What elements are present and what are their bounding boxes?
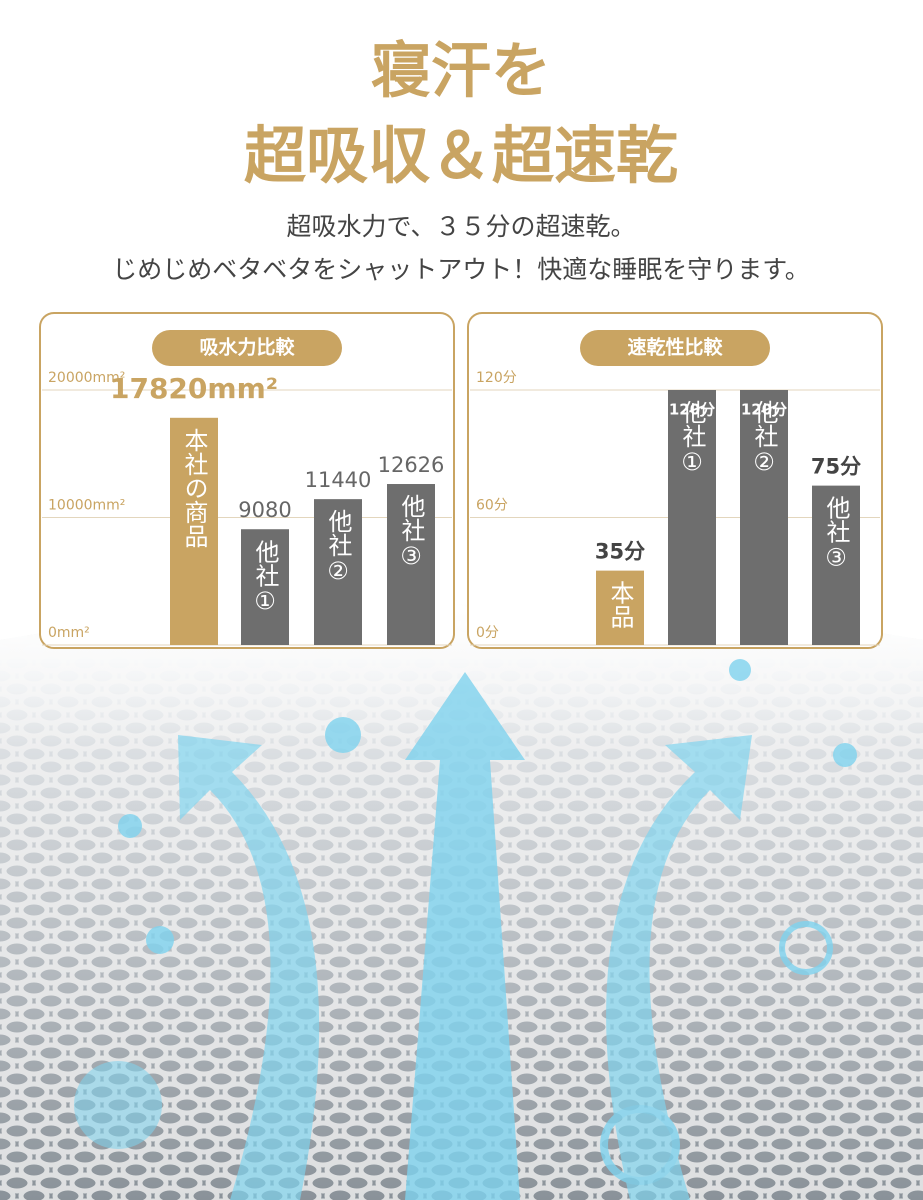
airflow-arrows xyxy=(74,659,857,1200)
bar xyxy=(241,529,289,645)
value-label: 75分 xyxy=(811,455,861,479)
category-label: 他社② xyxy=(324,509,352,585)
chart: 吸水力比較 0mm² 10000mm² 20000mm² 本社の商品 17820mm² 他社… xyxy=(39,312,455,649)
value-label: 120分 xyxy=(669,401,715,419)
chart-title-pill xyxy=(580,330,770,366)
category-label: 他社① xyxy=(678,400,706,476)
y-tick-label: 20000mm² xyxy=(48,370,125,386)
bar xyxy=(812,485,860,645)
category-label: 本品 xyxy=(606,581,634,629)
subtitle: じめじめベタベタをシャットアウト！快適な睡眠を守ります。 xyxy=(112,255,810,284)
subtitle: 超吸水力で、３５分の超速乾。 xyxy=(286,212,635,241)
y-tick-label: 120分 xyxy=(476,370,517,386)
bar xyxy=(740,390,788,645)
title-line: 寝汗を xyxy=(371,37,551,107)
category-label: 他社③ xyxy=(397,494,425,570)
chart-title: 速乾性比較 xyxy=(627,336,723,359)
value-label: 35分 xyxy=(595,540,645,564)
chart-title: 吸水力比較 xyxy=(199,336,295,359)
chart-title-pill xyxy=(152,330,342,366)
category-label: 本社の商品 xyxy=(180,428,208,548)
y-tick-label: 0分 xyxy=(476,625,499,641)
value-label: 120分 xyxy=(741,401,787,419)
y-tick-label: 0mm² xyxy=(48,625,90,641)
value-label: 11440 xyxy=(305,468,372,492)
bar xyxy=(387,484,435,645)
y-tick-label: 60分 xyxy=(476,498,508,514)
bar xyxy=(668,390,716,645)
category-label: 他社③ xyxy=(822,496,850,572)
category-label: 他社① xyxy=(251,539,279,615)
value-label: 12626 xyxy=(378,453,445,477)
value-label: 17820mm² xyxy=(110,372,278,405)
y-tick-label: 10000mm² xyxy=(48,498,125,514)
bar xyxy=(170,417,218,645)
bar xyxy=(596,570,644,645)
value-label: 9080 xyxy=(238,498,291,522)
title-line: 超吸収＆超速乾 xyxy=(244,119,678,192)
bar xyxy=(314,499,362,645)
category-label: 他社② xyxy=(750,400,778,476)
